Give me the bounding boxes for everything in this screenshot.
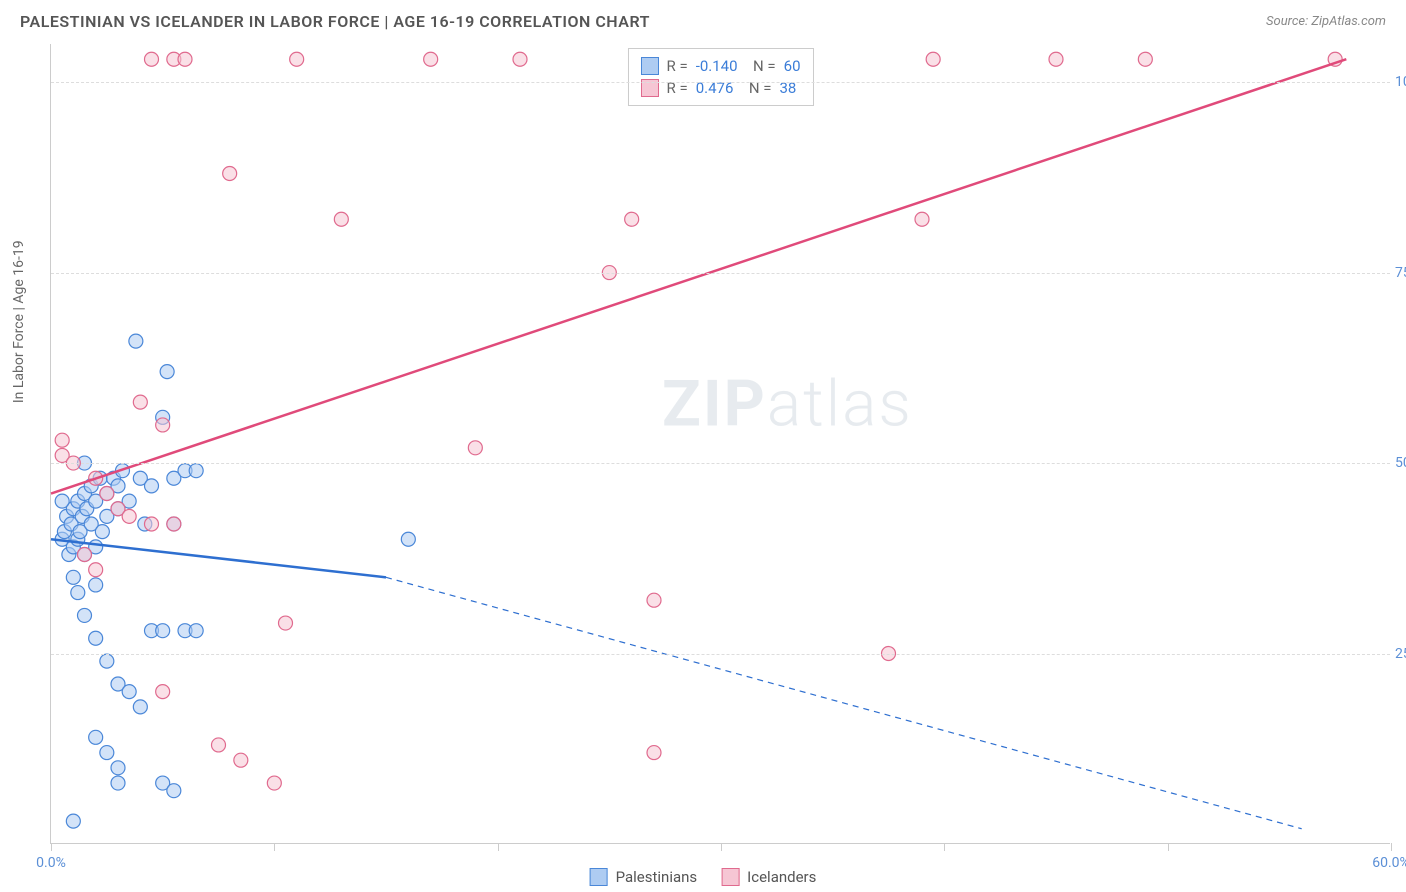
- data-point: [71, 586, 85, 600]
- data-point: [78, 547, 92, 561]
- trend-line-extrapolated: [386, 577, 1302, 828]
- source-attribution: Source: ZipAtlas.com: [1266, 14, 1386, 29]
- data-point: [915, 212, 929, 226]
- correlation-legend-row: R = -0.140 N = 60: [640, 55, 800, 77]
- data-point: [78, 608, 92, 622]
- series-legend-label: Palestinians: [616, 868, 698, 886]
- x-tick: [498, 843, 499, 851]
- data-point: [424, 52, 438, 66]
- chart-plot-area: In Labor Force | Age 16-19 ZIPatlas R = …: [50, 44, 1390, 844]
- data-point: [468, 441, 482, 455]
- legend-r-label: R =: [666, 57, 687, 75]
- gridline: [51, 82, 1390, 83]
- data-point: [926, 52, 940, 66]
- data-point: [212, 738, 226, 752]
- legend-swatch: [721, 868, 739, 886]
- data-point: [156, 418, 170, 432]
- data-point: [167, 517, 181, 531]
- data-point: [625, 212, 639, 226]
- data-point: [1138, 52, 1152, 66]
- data-point: [334, 212, 348, 226]
- data-point: [89, 563, 103, 577]
- data-point: [1049, 52, 1063, 66]
- data-point: [279, 616, 293, 630]
- data-point: [189, 464, 203, 478]
- data-point: [145, 517, 159, 531]
- x-tick: [944, 843, 945, 851]
- data-point: [89, 730, 103, 744]
- data-point: [100, 746, 114, 760]
- x-tick: [1168, 843, 1169, 851]
- data-point: [145, 52, 159, 66]
- data-point: [122, 509, 136, 523]
- legend-n-label: N =: [746, 57, 776, 75]
- data-point: [167, 784, 181, 798]
- series-legend-item: Palestinians: [590, 868, 698, 886]
- x-tick: [1391, 843, 1392, 851]
- correlation-legend: R = -0.140 N = 60R = 0.476 N = 38: [627, 48, 813, 106]
- data-point: [189, 624, 203, 638]
- y-tick-label: 25.0%: [1395, 646, 1406, 662]
- data-point: [234, 753, 248, 767]
- x-tick-label: 0.0%: [36, 855, 66, 871]
- data-point: [647, 593, 661, 607]
- x-tick-label: 60.0%: [1372, 855, 1406, 871]
- chart-header: PALESTINIAN VS ICELANDER IN LABOR FORCE …: [0, 0, 1406, 39]
- data-point: [267, 776, 281, 790]
- data-point: [66, 814, 80, 828]
- gridline: [51, 654, 1390, 655]
- data-point: [55, 494, 69, 508]
- legend-swatch: [640, 57, 658, 75]
- correlation-legend-row: R = 0.476 N = 38: [640, 77, 800, 99]
- series-legend: Palestinians Icelanders: [590, 868, 817, 886]
- x-tick: [51, 843, 52, 851]
- chart-title: PALESTINIAN VS ICELANDER IN LABOR FORCE …: [20, 12, 650, 31]
- data-point: [129, 334, 143, 348]
- data-point: [647, 746, 661, 760]
- data-point: [133, 395, 147, 409]
- scatter-svg: [51, 44, 1390, 843]
- series-legend-item: Icelanders: [721, 868, 816, 886]
- data-point: [401, 532, 415, 546]
- data-point: [513, 52, 527, 66]
- gridline: [51, 463, 1390, 464]
- data-point: [156, 624, 170, 638]
- data-point: [89, 631, 103, 645]
- data-point: [95, 525, 109, 539]
- y-tick-label: 100.0%: [1395, 74, 1406, 90]
- data-point: [122, 685, 136, 699]
- data-point: [100, 654, 114, 668]
- data-point: [290, 52, 304, 66]
- data-point: [66, 570, 80, 584]
- series-legend-label: Icelanders: [747, 868, 816, 886]
- data-point: [111, 776, 125, 790]
- y-tick-label: 75.0%: [1395, 265, 1406, 281]
- legend-n-value: 60: [784, 57, 801, 75]
- data-point: [223, 167, 237, 181]
- legend-r-value: -0.140: [696, 57, 738, 75]
- data-point: [133, 700, 147, 714]
- data-point: [156, 685, 170, 699]
- data-point: [100, 487, 114, 501]
- trend-line: [51, 59, 1346, 493]
- gridline: [51, 273, 1390, 274]
- data-point: [145, 479, 159, 493]
- y-axis-label: In Labor Force | Age 16-19: [11, 240, 27, 403]
- legend-swatch: [590, 868, 608, 886]
- data-point: [160, 365, 174, 379]
- data-point: [111, 761, 125, 775]
- data-point: [178, 52, 192, 66]
- data-point: [55, 433, 69, 447]
- x-tick: [274, 843, 275, 851]
- y-tick-label: 50.0%: [1395, 455, 1406, 471]
- data-point: [89, 578, 103, 592]
- x-tick: [721, 843, 722, 851]
